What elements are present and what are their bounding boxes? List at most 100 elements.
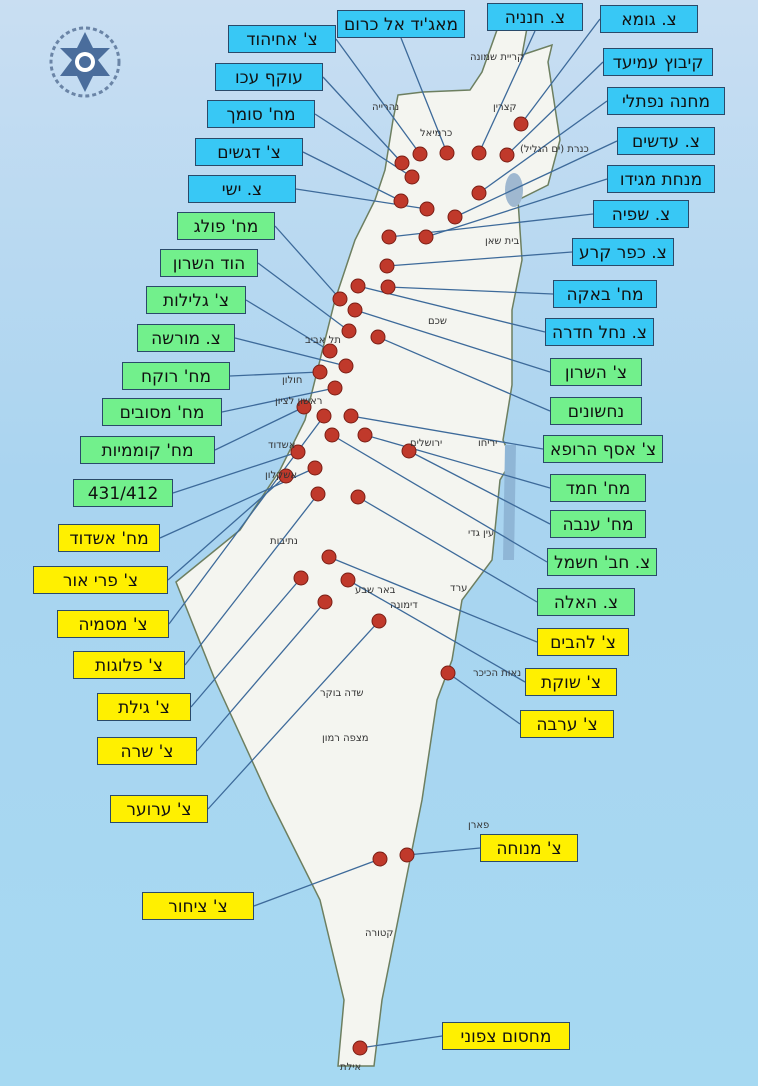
leader-line [234,337,347,367]
checkpoint-marker[interactable] [343,408,359,424]
checkpoint-marker[interactable] [312,364,328,380]
checkpoint-marker[interactable] [471,145,487,161]
checkpoint-marker[interactable] [393,193,409,209]
checkpoint-marker[interactable] [321,549,337,565]
town-name: ראשון לציון [275,396,323,407]
checkpoint-marker[interactable] [293,570,309,586]
checkpoint-label: קיבוץ עמיעד [603,48,713,76]
town-name: אילת [340,1062,362,1073]
checkpoint-marker[interactable] [310,486,326,502]
checkpoint-marker[interactable] [419,201,435,217]
checkpoint-marker[interactable] [350,278,366,294]
checkpoint-marker[interactable] [440,665,456,681]
checkpoint-marker[interactable] [412,146,428,162]
checkpoint-marker[interactable] [350,489,366,505]
leader-line [322,76,403,164]
checkpoint-marker[interactable] [447,209,463,225]
checkpoint-marker[interactable] [439,145,455,161]
checkpoint-label: מח' ענבה [550,510,646,538]
checkpoint-marker[interactable] [471,185,487,201]
checkpoint-marker[interactable] [370,329,386,345]
checkpoint-marker[interactable] [404,169,420,185]
town-name: פארן [468,820,490,831]
checkpoint-marker[interactable] [372,851,388,867]
town-name: נאות הכיכר [473,668,522,679]
checkpoint-marker[interactable] [317,594,333,610]
checkpoint-marker[interactable] [401,443,417,459]
checkpoint-label: צ' גלילות [146,286,246,314]
town-name: מצפה רמון [322,733,369,744]
leader-line [425,178,608,238]
town-name: יריחו [478,438,498,449]
checkpoint-marker[interactable] [347,302,363,318]
checkpoint-marker[interactable] [341,323,357,339]
checkpoint-label: צ' ציחור [142,892,254,920]
leader-line [347,579,526,683]
police-logo [42,22,128,102]
checkpoint-label: נחשונים [550,397,642,425]
town-name: ירושלים [410,438,443,449]
town-name: נתיבות [270,536,298,547]
checkpoint-label: צ. חנניה [487,3,583,31]
checkpoint-marker[interactable] [380,279,396,295]
checkpoint-marker[interactable] [290,444,306,460]
checkpoint-label: צ. חב' חשמל [547,548,658,576]
town-name: שדה בוקר [320,688,364,699]
checkpoint-marker[interactable] [338,358,354,374]
checkpoint-marker[interactable] [357,427,373,443]
town-name: עין גדי [468,528,495,539]
israel-land [175,12,561,1067]
town-name: ערד [450,583,468,594]
leader-line [302,151,402,202]
checkpoint-marker[interactable] [307,460,323,476]
checkpoint-label: צ' אחיהוד [228,25,336,53]
checkpoint-marker[interactable] [513,116,529,132]
leader-line [447,672,521,725]
leader-line [257,262,350,332]
leader-line [331,434,548,563]
checkpoint-marker[interactable] [340,572,356,588]
checkpoint-marker[interactable] [316,408,332,424]
town-name: אשקלון [265,470,297,481]
leader-line [386,251,573,267]
town-name: שכם [428,316,448,327]
checkpoint-label: מנחת מגידו [607,165,715,193]
leader-line [196,601,326,752]
checkpoint-label: צ' פלוגות [73,651,185,679]
checkpoint-label: צ. מורשה [137,324,235,352]
checkpoint-marker[interactable] [379,258,395,274]
town-name: בית שאן [485,236,520,247]
checkpoint-label: צ. עדשים [617,127,715,155]
checkpoint-label: 431/412 [73,479,173,507]
leader-line [335,38,421,155]
checkpoint-label: צ' מנוחה [480,834,578,862]
leader-line [214,406,305,451]
checkpoint-marker[interactable] [399,847,415,863]
leader-line [350,415,544,450]
checkpoint-marker[interactable] [296,399,312,415]
town-name: אשדוד [268,440,296,451]
checkpoint-marker[interactable] [499,147,515,163]
checkpoint-label: צ' מסמיה [57,610,169,638]
checkpoint-marker[interactable] [418,229,434,245]
checkpoint-marker[interactable] [394,155,410,171]
checkpoint-marker[interactable] [278,468,294,484]
checkpoint-marker[interactable] [352,1040,368,1056]
checkpoint-label: מח' קוממיות [80,436,215,464]
town-name: כרמיאל [420,128,453,139]
checkpoint-label: צ. ישי [188,175,296,203]
checkpoint-label: צ' ערבה [520,710,614,738]
checkpoint-marker[interactable] [322,343,338,359]
leader-line [408,450,551,525]
checkpoint-marker[interactable] [381,229,397,245]
town-name: באר שבע [355,585,396,596]
leader-line [377,336,551,412]
checkpoint-label: מחנה נפתלי [607,87,725,115]
checkpoint-label: מח' מסובים [102,398,222,426]
leader-line [229,371,321,377]
checkpoint-label: צ. נחל חדרה [545,318,654,346]
checkpoint-marker[interactable] [371,613,387,629]
checkpoint-marker[interactable] [332,291,348,307]
checkpoint-marker[interactable] [324,427,340,443]
checkpoint-marker[interactable] [327,380,343,396]
